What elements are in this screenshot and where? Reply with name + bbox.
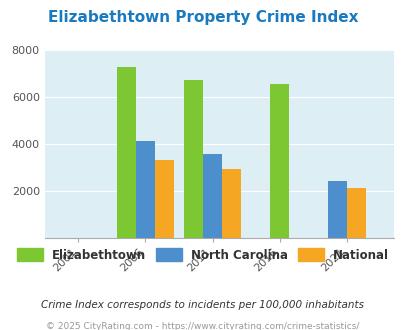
Bar	[346, 188, 365, 238]
Bar	[222, 169, 240, 238]
Bar	[184, 80, 202, 238]
Text: Crime Index corresponds to incidents per 100,000 inhabitants: Crime Index corresponds to incidents per…	[41, 300, 364, 310]
Legend: Elizabethtown, North Carolina, National: Elizabethtown, North Carolina, National	[12, 244, 393, 266]
Text: © 2025 CityRating.com - https://www.cityrating.com/crime-statistics/: © 2025 CityRating.com - https://www.city…	[46, 322, 359, 330]
Bar	[154, 160, 173, 238]
Bar	[327, 181, 346, 238]
Bar	[136, 141, 154, 238]
Bar	[202, 154, 222, 238]
Bar	[117, 67, 136, 238]
Bar	[270, 83, 288, 238]
Text: Elizabethtown Property Crime Index: Elizabethtown Property Crime Index	[48, 10, 357, 25]
